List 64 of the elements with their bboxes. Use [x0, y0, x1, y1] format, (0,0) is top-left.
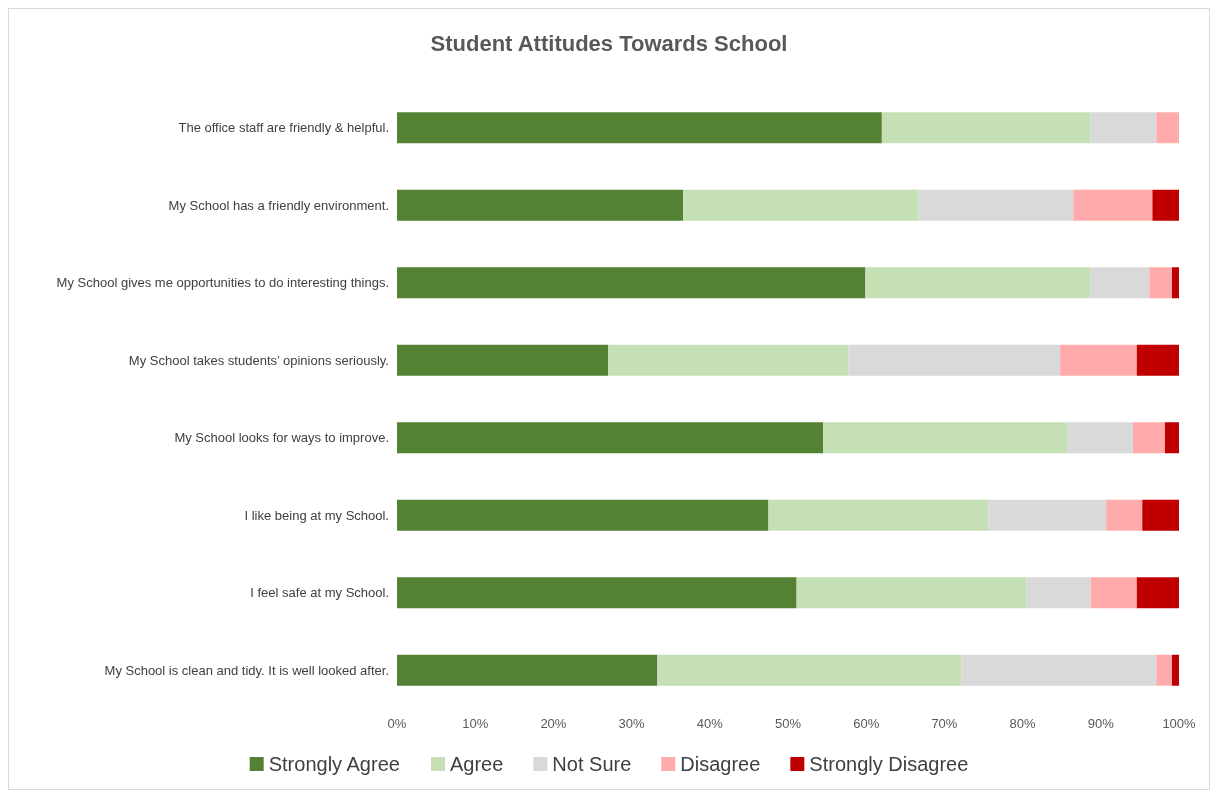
x-tick-label: 60%	[853, 716, 880, 731]
x-tick-label: 90%	[1087, 716, 1115, 731]
bar	[1136, 344, 1179, 376]
bar	[657, 654, 962, 686]
bar	[1132, 422, 1165, 454]
bar	[397, 344, 609, 376]
bar	[848, 344, 1061, 376]
legend-label: Strongly Disagree	[809, 753, 969, 775]
y-tick-label: My School gives me opportunities to do interesting things.	[56, 275, 389, 291]
legend-label: Agree	[450, 753, 504, 775]
bar	[918, 189, 1074, 221]
bar	[1026, 577, 1091, 609]
y-tick-label: The office staff are friendly & helpful.	[178, 120, 389, 136]
bar	[1073, 189, 1153, 221]
bar	[768, 499, 989, 531]
bar	[1067, 422, 1133, 454]
bar	[1090, 267, 1150, 299]
chart-title: Student Attitudes Towards School	[430, 30, 788, 56]
x-tick-label: 20%	[540, 716, 567, 731]
bar	[1156, 654, 1172, 686]
bar	[1060, 344, 1137, 376]
y-tick-label: My School has a friendly environment.	[168, 197, 389, 213]
bar	[865, 267, 1091, 299]
bar	[397, 577, 797, 609]
bar	[1171, 654, 1179, 686]
x-tick-label: 50%	[774, 716, 802, 731]
bar	[1136, 577, 1179, 609]
bar	[1152, 189, 1179, 221]
bar	[1090, 112, 1157, 144]
x-tick-label: 0%	[387, 716, 407, 731]
y-tick-label: My School looks for ways to improve.	[174, 430, 389, 446]
y-tick-label: My School takes students’ opinions seriously.	[128, 352, 389, 368]
bar	[397, 499, 769, 531]
bar	[1156, 112, 1179, 144]
bar	[397, 422, 824, 454]
x-tick-label: 10%	[462, 716, 489, 731]
legend-label: Disagree	[680, 753, 761, 775]
bar	[397, 112, 882, 144]
x-tick-label: 70%	[931, 716, 958, 731]
x-tick-label: 30%	[618, 716, 646, 731]
bar	[1171, 267, 1179, 299]
legend-label: Not Sure	[552, 753, 632, 775]
bar	[1149, 267, 1172, 299]
bar	[961, 654, 1157, 686]
bar	[988, 499, 1107, 531]
bar	[1142, 499, 1179, 531]
bar	[823, 422, 1068, 454]
bar	[397, 654, 658, 686]
bar	[397, 189, 684, 221]
bar	[881, 112, 1091, 144]
x-tick-label: 80%	[1009, 716, 1037, 731]
bar	[1090, 577, 1137, 609]
bar	[397, 267, 866, 299]
y-tick-label: I like being at my School.	[244, 507, 389, 523]
legend-label: Strongly Agree	[268, 753, 400, 775]
bar	[1106, 499, 1143, 531]
x-tick-label: 100%	[1162, 716, 1197, 731]
x-tick-label: 40%	[696, 716, 724, 731]
bar	[608, 344, 849, 376]
y-tick-label: I feel safe at my School.	[250, 585, 389, 601]
y-tick-label: My School is clean and tidy. It is well looked after.	[104, 662, 389, 678]
bar	[796, 577, 1027, 609]
bar	[1164, 422, 1179, 454]
bar	[683, 189, 919, 221]
